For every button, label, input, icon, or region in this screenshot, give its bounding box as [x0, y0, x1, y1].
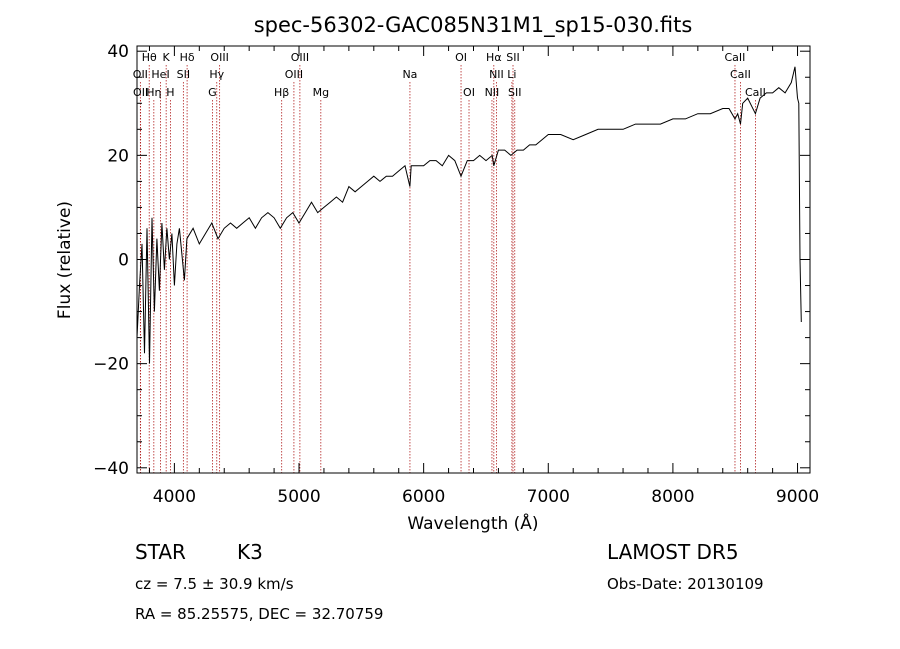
spectral-line-label-7: SII — [506, 51, 519, 64]
spectral-line-label-25: NII — [485, 86, 500, 99]
spectral-line-label-1: K — [163, 51, 171, 64]
spectral-line-label-6: Hα — [486, 51, 502, 64]
spectral-line-label-17: CaII — [730, 68, 751, 81]
spectral-line-label-12: Hγ — [209, 68, 224, 81]
x-tick-label: 6000 — [402, 487, 445, 507]
y-axis-label: Flux (relative) — [55, 201, 75, 319]
y-tick-label: 20 — [107, 146, 129, 166]
spectrum-series-line — [136, 66, 802, 364]
spectral-line-label-13: OIII — [285, 68, 303, 81]
spectral-line-label-5: OI — [455, 51, 467, 64]
spectral-line-label-11: SII — [177, 68, 190, 81]
x-tick-label: 8000 — [651, 487, 694, 507]
spectral-line-label-27: CaII — [745, 86, 766, 99]
spectral-line-label-22: Hβ — [274, 86, 289, 99]
spectral-line-label-2: Hδ — [180, 51, 195, 64]
survey-name: LAMOST DR5 — [607, 540, 739, 564]
y-tick-label: −20 — [93, 355, 129, 375]
spectral-line-label-3: OIII — [210, 51, 228, 64]
spectral-line-label-9: OII — [133, 68, 148, 81]
x-tick-label: 4000 — [153, 487, 196, 507]
spectral-line-label-20: H — [166, 86, 174, 99]
spectral-line-label-10: HeI — [151, 68, 169, 81]
y-tick-label: 40 — [107, 42, 129, 62]
x-tick-label: 7000 — [527, 487, 570, 507]
spectral-line-label-15: NII — [489, 68, 504, 81]
spectral-line-label-16: Li — [507, 68, 516, 81]
plot-frame — [136, 45, 811, 474]
velocity-readout: cz = 7.5 ± 30.9 km/s — [135, 575, 294, 593]
spectral-line-label-26: SII — [508, 86, 521, 99]
chart-title: spec-56302-GAC085N31M1_sp15-030.fits — [254, 13, 693, 38]
x-tick-label: 9000 — [776, 487, 819, 507]
x-tick-label: 5000 — [277, 487, 320, 507]
spectral-line-markers: Hθ K Hδ OIII OIII OI Hα SII CaII OII HeI SII Hγ OIII N… — [133, 51, 766, 473]
x-axis-label: Wavelength (Å) — [407, 512, 538, 534]
spectral-line-label-14: Na — [402, 68, 417, 81]
spectral-line-label-0: Hθ — [142, 51, 157, 64]
spectral-line-label-21: G — [208, 86, 217, 99]
spectral-line-label-4: OIII — [291, 51, 309, 64]
spectral-line-label-19: Hη — [146, 86, 161, 99]
object-subclass: K3 — [237, 540, 263, 564]
coordinates: RA = 85.25575, DEC = 32.70759 — [135, 605, 384, 623]
y-tick-label: 0 — [118, 251, 129, 271]
y-tick-label: −40 — [93, 459, 129, 479]
obs-date: Obs-Date: 20130109 — [607, 575, 764, 593]
spectral-line-label-8: CaII — [725, 51, 746, 64]
spectral-line-label-23: Mg — [313, 86, 329, 99]
spectral-line-label-24: OI — [463, 86, 475, 99]
axis-ticks: 4000 5000 6000 7000 8000 9000 −40 −20 0 20 40 — [93, 42, 819, 507]
object-class: STAR — [135, 540, 186, 564]
